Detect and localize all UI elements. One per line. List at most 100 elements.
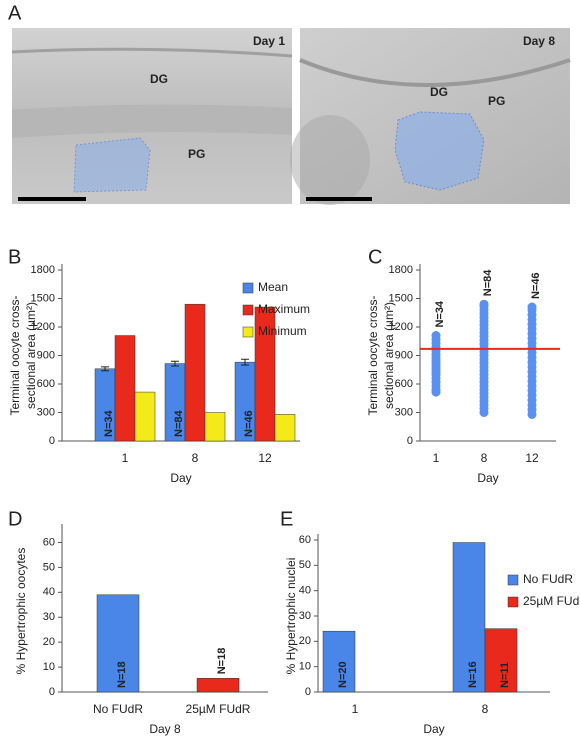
y-tick-label: 600 (395, 378, 413, 390)
legend-label: 25µM FUdR (523, 594, 580, 608)
image-label: DG (150, 72, 168, 86)
y-tick-label: 1500 (389, 292, 413, 304)
point (527, 302, 537, 312)
y-tick-label: 1200 (31, 321, 55, 333)
n-label: N=84 (482, 269, 494, 296)
y-axis-label: sectional area (µm²) (24, 302, 38, 409)
panel-label: D (8, 508, 22, 530)
n-label: N=34 (103, 410, 115, 437)
x-tick-label: 1 (433, 451, 440, 465)
point (431, 331, 441, 341)
y-tick-label: 40 (43, 586, 55, 598)
bar (96, 594, 140, 693)
image-label: PG (488, 94, 505, 108)
bar (254, 306, 276, 442)
panel-label: C (368, 246, 382, 268)
x-axis-label: Day (423, 722, 444, 736)
y-tick-label: 0 (49, 435, 55, 447)
legend-swatch (242, 326, 254, 338)
y-tick-label: 900 (37, 349, 55, 361)
error-bar (241, 358, 249, 366)
n-label: N=34 (434, 300, 446, 327)
x-tick-label: 12 (258, 451, 272, 465)
x-tick-label: 8 (482, 702, 489, 716)
x-tick-label: 1 (122, 451, 129, 465)
y-tick-label: 30 (299, 610, 311, 622)
x-tick-label: 8 (192, 451, 199, 465)
y-tick-label: 900 (395, 349, 413, 361)
n-label: N=18 (116, 661, 128, 688)
y-axis-label: Terminal oocyte cross- (366, 295, 380, 415)
y-axis-label: Terminal oocyte cross- (8, 295, 22, 415)
legend-swatch (242, 282, 254, 294)
bar (204, 412, 226, 442)
legend-swatch (507, 596, 519, 608)
x-tick-label: No FUdR (93, 702, 143, 716)
image-title: Day 1 (253, 34, 285, 48)
y-tick-label: 20 (299, 635, 311, 647)
y-axis-label: % Hypertrophic oocytes (14, 548, 28, 675)
bar (484, 628, 518, 693)
x-tick-label: 12 (525, 451, 539, 465)
x-tick-label: 1 (352, 702, 359, 716)
y-tick-label: 1800 (31, 264, 55, 276)
y-tick-label: 300 (37, 406, 55, 418)
y-tick-label: 0 (407, 435, 413, 447)
image-label: DG (430, 85, 448, 99)
legend-label: No FUdR (523, 572, 573, 586)
y-tick-label: 1200 (389, 321, 413, 333)
point (479, 299, 489, 309)
legend-swatch (242, 304, 254, 316)
y-tick-label: 0 (49, 686, 55, 698)
x-axis-label: Day 8 (149, 722, 181, 736)
y-tick-label: 50 (43, 561, 55, 573)
x-tick-label: 8 (481, 451, 488, 465)
bar (114, 335, 136, 442)
legend-swatch (507, 574, 519, 586)
y-tick-label: 10 (299, 661, 311, 673)
n-label: N=16 (467, 661, 479, 688)
image-title: Day 8 (523, 34, 555, 48)
legend-label: Mean (258, 280, 288, 294)
bar (134, 391, 156, 442)
bar (274, 414, 296, 442)
n-label: N=20 (337, 661, 349, 688)
image-label: PG (188, 147, 205, 161)
y-tick-label: 1800 (389, 264, 413, 276)
n-label: N=46 (530, 272, 542, 299)
y-tick-label: 10 (43, 661, 55, 673)
panel-label: E (280, 508, 293, 530)
x-tick-label: 25µM FUdR (186, 702, 251, 716)
y-tick-label: 600 (37, 378, 55, 390)
micrograph-day8 (290, 28, 571, 205)
y-tick-label: 0 (305, 686, 311, 698)
x-axis-label: Day (170, 471, 191, 485)
bar (184, 303, 206, 442)
bar (196, 678, 240, 693)
panel-label: A (8, 2, 22, 24)
error-bar (171, 360, 179, 367)
legend-label: Minimum (258, 324, 307, 338)
y-axis-label: % Hypertrophic nuclei (284, 558, 298, 675)
n-label: N=11 (499, 662, 511, 688)
n-label: N=18 (216, 648, 228, 675)
y-tick-label: 30 (43, 611, 55, 623)
y-tick-label: 300 (395, 406, 413, 418)
bar (452, 542, 486, 693)
y-tick-label: 20 (43, 636, 55, 648)
x-axis-label: Day (477, 471, 498, 485)
legend-label: Maximum (258, 302, 310, 316)
n-label: N=46 (243, 410, 255, 437)
y-tick-label: 40 (299, 585, 311, 597)
n-label: N=84 (173, 410, 185, 437)
bar (322, 630, 356, 693)
error-bar (101, 366, 109, 372)
y-tick-label: 50 (299, 559, 311, 571)
y-tick-label: 60 (43, 536, 55, 548)
panel-label: B (8, 246, 21, 268)
micrograph-day1 (11, 28, 293, 204)
y-tick-label: 1500 (31, 292, 55, 304)
y-tick-label: 60 (299, 534, 311, 546)
y-axis-label: sectional area (µm²) (382, 302, 396, 409)
